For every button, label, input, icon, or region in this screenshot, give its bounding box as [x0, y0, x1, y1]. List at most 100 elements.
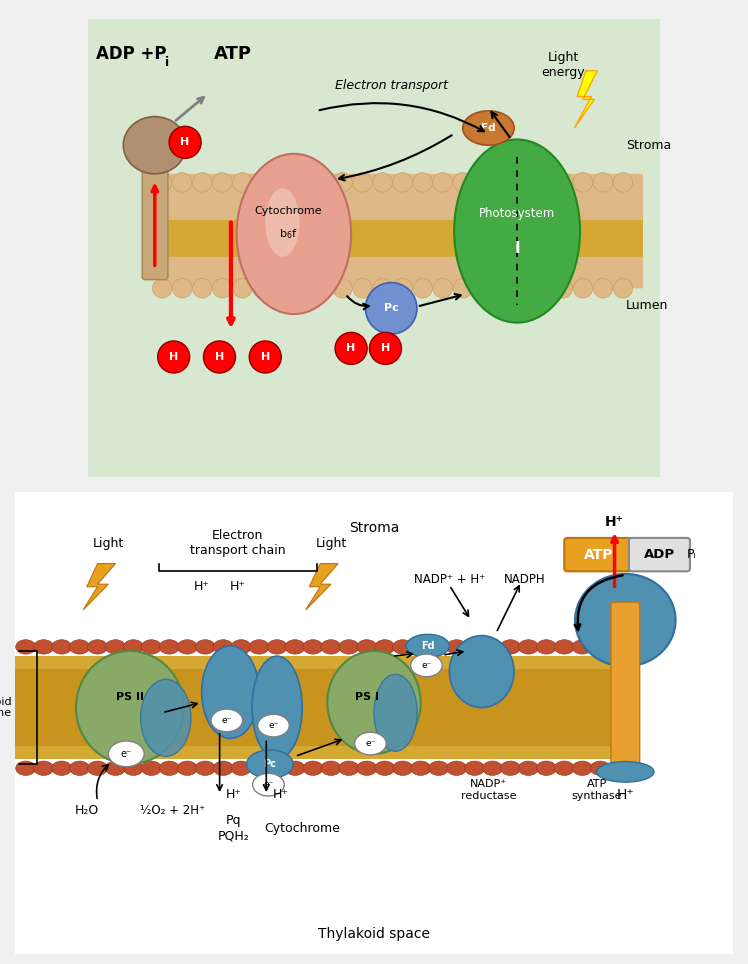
Circle shape — [321, 640, 341, 655]
FancyBboxPatch shape — [564, 538, 633, 572]
Ellipse shape — [123, 117, 186, 174]
Circle shape — [373, 173, 392, 192]
Circle shape — [16, 640, 36, 655]
Ellipse shape — [141, 680, 191, 757]
Circle shape — [249, 341, 281, 373]
Ellipse shape — [597, 762, 654, 782]
Text: H⁺: H⁺ — [226, 789, 242, 801]
Circle shape — [590, 640, 610, 655]
Circle shape — [500, 761, 521, 775]
FancyBboxPatch shape — [15, 656, 615, 759]
Circle shape — [203, 341, 236, 373]
Text: Pc: Pc — [384, 304, 399, 313]
Circle shape — [231, 761, 251, 775]
Circle shape — [333, 173, 352, 192]
FancyBboxPatch shape — [611, 602, 640, 772]
Circle shape — [473, 173, 492, 192]
Circle shape — [465, 640, 485, 655]
Circle shape — [554, 279, 573, 298]
Text: H⁺: H⁺ — [230, 580, 245, 593]
Circle shape — [257, 714, 289, 736]
Circle shape — [465, 761, 485, 775]
Circle shape — [173, 279, 192, 298]
Text: Lumen: Lumen — [626, 299, 668, 312]
Text: H⁺: H⁺ — [605, 516, 624, 529]
Circle shape — [108, 741, 144, 766]
Circle shape — [573, 279, 592, 298]
Circle shape — [177, 640, 197, 655]
Circle shape — [195, 640, 215, 655]
Text: Light: Light — [316, 537, 346, 549]
Circle shape — [303, 761, 323, 775]
Circle shape — [159, 640, 180, 655]
Circle shape — [590, 761, 610, 775]
Circle shape — [153, 279, 172, 298]
Ellipse shape — [202, 646, 259, 738]
Polygon shape — [306, 564, 338, 610]
Circle shape — [453, 173, 473, 192]
Text: PS I: PS I — [355, 692, 378, 703]
Ellipse shape — [575, 574, 675, 666]
Circle shape — [613, 173, 633, 192]
Circle shape — [357, 640, 377, 655]
Circle shape — [353, 173, 373, 192]
Text: ADP: ADP — [644, 549, 675, 561]
Text: PS II: PS II — [116, 692, 144, 703]
Circle shape — [213, 761, 233, 775]
Circle shape — [333, 279, 352, 298]
Circle shape — [105, 761, 126, 775]
Circle shape — [572, 640, 592, 655]
Circle shape — [573, 173, 592, 192]
Circle shape — [355, 733, 386, 755]
Circle shape — [357, 761, 377, 775]
Circle shape — [493, 279, 512, 298]
Circle shape — [231, 640, 251, 655]
Circle shape — [253, 173, 272, 192]
Ellipse shape — [247, 750, 293, 778]
Circle shape — [482, 761, 503, 775]
Text: i: i — [165, 56, 169, 68]
Circle shape — [513, 173, 533, 192]
Circle shape — [393, 279, 412, 298]
Text: e⁻: e⁻ — [269, 721, 279, 730]
Circle shape — [52, 761, 72, 775]
Circle shape — [572, 761, 592, 775]
Circle shape — [339, 761, 359, 775]
Circle shape — [153, 173, 172, 192]
Circle shape — [321, 761, 341, 775]
Circle shape — [533, 173, 553, 192]
Text: Fd: Fd — [481, 123, 496, 133]
Text: Stroma: Stroma — [349, 521, 399, 535]
Circle shape — [482, 640, 503, 655]
Text: Cytochrome: Cytochrome — [254, 206, 322, 216]
Circle shape — [433, 173, 453, 192]
Circle shape — [285, 761, 305, 775]
Circle shape — [429, 640, 449, 655]
Circle shape — [253, 279, 272, 298]
Circle shape — [34, 761, 54, 775]
Text: H⁺: H⁺ — [194, 580, 209, 593]
Text: Photosystem: Photosystem — [479, 207, 555, 221]
Circle shape — [393, 173, 412, 192]
Text: I: I — [515, 241, 520, 255]
Circle shape — [453, 279, 473, 298]
Circle shape — [518, 640, 539, 655]
Circle shape — [88, 640, 108, 655]
FancyBboxPatch shape — [156, 174, 643, 220]
Circle shape — [335, 333, 367, 364]
Circle shape — [159, 761, 180, 775]
Ellipse shape — [252, 656, 302, 759]
Polygon shape — [83, 564, 115, 610]
Text: e⁻: e⁻ — [263, 780, 274, 790]
Circle shape — [16, 761, 36, 775]
Text: Electron
transport chain: Electron transport chain — [190, 529, 286, 557]
Circle shape — [366, 282, 417, 335]
Circle shape — [375, 761, 395, 775]
Circle shape — [158, 341, 190, 373]
Circle shape — [393, 761, 413, 775]
Text: e⁻: e⁻ — [221, 716, 232, 725]
Text: Cytochrome: Cytochrome — [264, 822, 340, 835]
Ellipse shape — [463, 111, 514, 146]
Circle shape — [339, 640, 359, 655]
Circle shape — [105, 640, 126, 655]
